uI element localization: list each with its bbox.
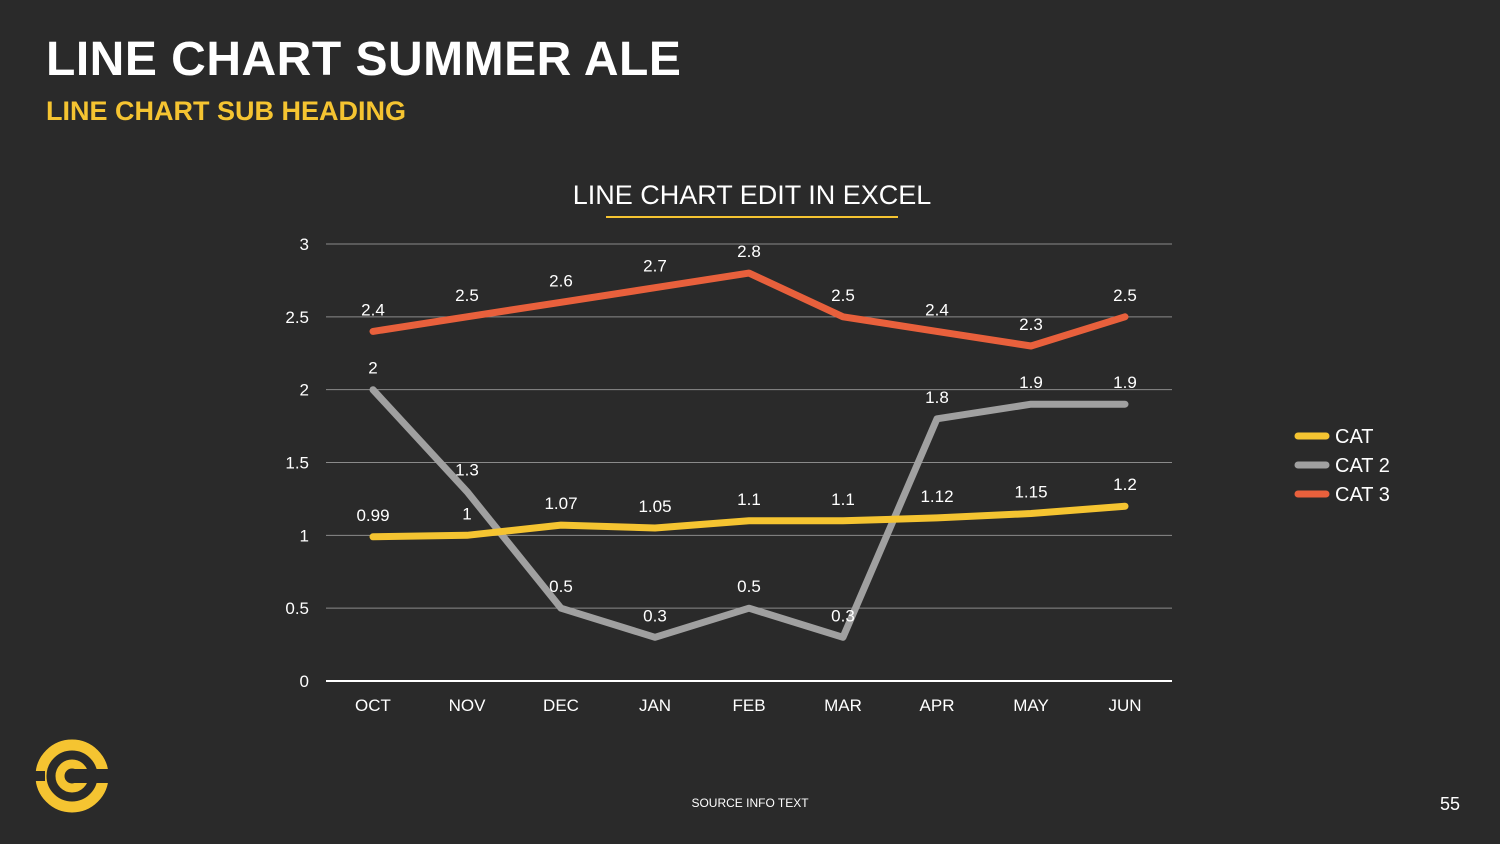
data-label: 2.4 [925,300,949,319]
x-tick-label: DEC [543,696,579,715]
data-label: 1 [462,504,471,523]
data-label: 1.07 [544,494,577,513]
x-tick-label: JUN [1108,696,1141,715]
data-label: 0.3 [831,606,855,625]
data-label: 1.05 [638,497,671,516]
data-label: 2.4 [361,300,385,319]
slide-title: LINE CHART SUMMER ALE [46,33,682,86]
series-line-cat-3 [369,269,1129,350]
data-label: 2.3 [1019,315,1043,334]
data-label: 2.8 [737,242,761,261]
data-label: 0.99 [356,506,389,525]
data-label: 2 [368,359,377,378]
data-label: 2.7 [643,257,667,276]
data-label: 1.1 [737,490,761,509]
data-label: 0.5 [549,577,573,596]
slide-subtitle: LINE CHART SUB HEADING [46,96,407,126]
x-tick-label: JAN [639,696,671,715]
chart-title: LINE CHART EDIT IN EXCEL [573,180,932,210]
source-text: SOURCE INFO TEXT [691,796,809,810]
data-label: 2.5 [831,286,855,305]
x-tick-label: MAY [1013,696,1049,715]
data-label: 1.9 [1113,373,1137,392]
y-tick-label: 0.5 [285,599,309,618]
legend-label: CAT 3 [1335,484,1390,506]
series-line-cat [369,502,1129,541]
data-label: 1.12 [920,487,953,506]
data-label: 2.5 [455,286,479,305]
data-label: 1.3 [455,461,479,480]
data-label: 2.5 [1113,286,1137,305]
data-label: 1.1 [831,490,855,509]
x-tick-label: MAR [824,696,862,715]
y-tick-label: 3 [300,235,309,254]
x-tick-label: OCT [355,696,391,715]
data-label: 2.6 [549,271,573,290]
y-tick-label: 1.5 [285,454,309,473]
page-number: 55 [1439,794,1460,814]
data-label: 0.3 [643,606,667,625]
x-tick-label: FEB [732,696,765,715]
x-tick-label: APR [920,696,955,715]
y-tick-label: 0 [300,672,309,691]
data-label: 1.2 [1113,475,1137,494]
data-label: 1.15 [1014,482,1047,501]
x-tick-label: NOV [449,696,487,715]
y-tick-label: 1 [300,526,309,545]
legend-label: CAT 2 [1335,455,1390,477]
data-label: 1.8 [925,388,949,407]
data-label: 0.5 [737,577,761,596]
y-tick-label: 2.5 [285,308,309,327]
legend-label: CAT [1335,426,1374,448]
y-tick-label: 2 [300,381,309,400]
comedy-central-logo-icon [34,739,110,813]
data-label: 1.9 [1019,373,1043,392]
